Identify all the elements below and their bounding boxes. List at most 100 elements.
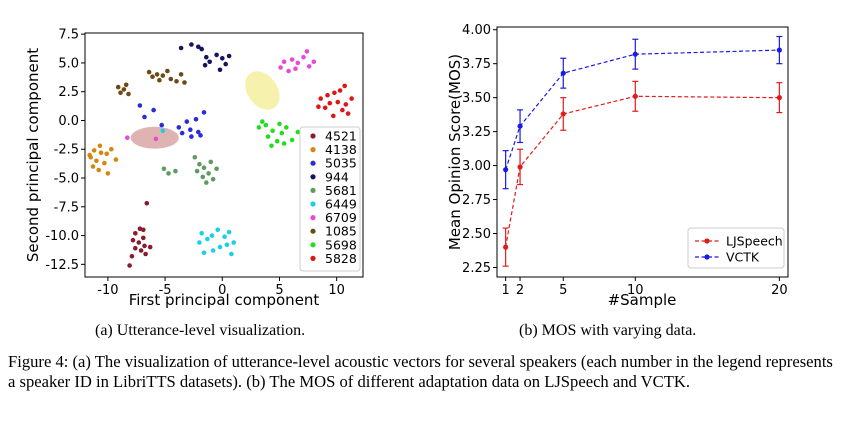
scatter-x-tick-label: 0 (218, 283, 226, 298)
scatter-point-4138-10 (113, 157, 119, 162)
line-legend-marker-VCTK (704, 254, 710, 260)
scatter-x-tick-label: -10 (97, 283, 118, 298)
scatter-point-5828-3 (337, 88, 343, 93)
scatter-point-1085-13 (150, 74, 155, 79)
scatter-point-5681-1 (166, 171, 171, 176)
scatter-point-4521-0 (133, 231, 138, 236)
scatter-y-tick-label: -7.5 (54, 200, 79, 215)
scatter-point-6449-7 (224, 242, 230, 248)
scatter-point-4138-7 (90, 164, 96, 169)
scatter-legend-label-4138: 4138 (325, 142, 357, 157)
scatter-point-944-10 (217, 67, 223, 73)
scatter-legend-marker-4521 (310, 133, 316, 139)
scatter-point-6709-11 (125, 135, 130, 140)
line-point-LJSpeech-10 (632, 93, 638, 99)
scatter-legend-marker-6449 (310, 201, 316, 207)
scatter-point-6709-3 (301, 54, 306, 60)
scatter-point-5698-5 (265, 134, 271, 139)
scatter-point-5828-9 (322, 105, 328, 111)
scatter-point-5828-2 (332, 90, 337, 96)
line-series-VCTK (505, 49, 780, 170)
scatter-point-5698-11 (279, 130, 285, 136)
line-point-VCTK-10 (632, 51, 638, 57)
scatter-point-6449-4 (222, 234, 227, 239)
line-x-axis-label: #Sample (608, 291, 677, 309)
scatter-point-4138-4 (109, 146, 114, 152)
scatter-point-4138-3 (104, 151, 109, 157)
scatter-x-tick-label: -5 (159, 283, 172, 298)
scatter-legend-marker-6709 (310, 215, 316, 221)
line-y-tick-label: 3.75 (462, 57, 491, 72)
scatter-legend-label-5698: 5698 (325, 237, 357, 252)
scatter-point-944-2 (196, 44, 201, 50)
scatter-point-6709-0 (281, 59, 287, 65)
scatter-point-1085-4 (146, 69, 152, 75)
scatter-point-5681-10 (194, 168, 200, 174)
scatter-x-tick-label: 10 (328, 283, 345, 298)
scatter-point-5828-6 (335, 99, 341, 105)
scatter-point-4521-3 (130, 237, 136, 243)
scatter-y-tick-label: 0.0 (58, 114, 79, 129)
scatter-point-4138-0 (91, 148, 97, 153)
scatter-point-1085-8 (168, 76, 174, 82)
scatter-point-4138-9 (105, 171, 111, 176)
scatter-point-5698-7 (281, 141, 287, 146)
scatter-point-1085-3 (126, 91, 131, 97)
scatter-point-6449-13 (160, 128, 166, 134)
scatter-legend-marker-944 (310, 174, 316, 180)
scatter-point-6449-10 (201, 250, 207, 256)
scatter-point-1085-5 (154, 72, 160, 77)
scatter-point-4521-8 (143, 251, 148, 257)
scatter-y-tick-label: -2.5 (54, 143, 79, 158)
scatter-point-5681-6 (206, 171, 211, 176)
line-point-VCTK-1 (503, 167, 509, 173)
scatter-point-6709-2 (295, 60, 301, 66)
scatter-point-4138-11 (88, 155, 93, 160)
scatter-point-5681-11 (214, 166, 219, 172)
scatter-point-5698-2 (270, 128, 275, 134)
scatter-point-6709-1 (289, 57, 295, 62)
scatter-point-5698-1 (263, 122, 269, 128)
line-point-VCTK-2 (517, 123, 523, 129)
scatter-point-1085-12 (178, 72, 184, 77)
scatter-legend-label-4521: 4521 (325, 129, 357, 144)
scatter-point-1085-10 (174, 79, 179, 84)
scatter-x-axis-label: First principal component (129, 291, 320, 309)
line-y-tick-label: 2.25 (462, 261, 491, 276)
scatter-point-944-7 (220, 56, 225, 61)
scatter-point-4138-6 (102, 160, 107, 166)
scatter-point-6709-8 (311, 59, 317, 65)
scatter-point-6449-12 (229, 251, 234, 257)
scatter-point-5035-6 (184, 119, 190, 124)
scatter-point-5698-10 (269, 143, 274, 149)
line-legend-label-LJSpeech: LJSpeech (726, 234, 783, 249)
scatter-point-4138-12 (97, 143, 103, 149)
scatter-legend-marker-5828 (310, 255, 316, 261)
scatter-point-5035-12 (188, 127, 193, 132)
scatter-point-1085-9 (157, 77, 162, 83)
scatter-point-944-0 (178, 45, 184, 51)
scatter-point-944-1 (189, 42, 194, 47)
scatter-point-5828-13 (316, 104, 321, 109)
scatter-point-5828-11 (345, 111, 351, 116)
scatter-legend-label-5681: 5681 (325, 183, 357, 198)
scatter-legend-marker-4138 (310, 147, 316, 153)
scatter-point-6449-1 (205, 236, 210, 242)
scatter-point-6709-4 (304, 49, 310, 54)
scatter-point-1085-11 (182, 80, 187, 85)
scatter-point-5035-11 (198, 133, 203, 138)
line-series-LJSpeech (505, 95, 780, 248)
scatter-point-4138-5 (94, 158, 99, 164)
line-y-tick-label: 4.00 (462, 23, 491, 38)
line-x-tick-label: 10 (627, 283, 644, 298)
scatter-point-5828-4 (342, 83, 348, 89)
scatter-legend-marker-5681 (310, 187, 316, 193)
scatter-point-6449-5 (226, 229, 232, 235)
scatter-point-944-11 (202, 62, 208, 68)
scatter-legend-marker-5698 (310, 242, 316, 248)
scatter-point-944-4 (204, 54, 209, 60)
scatter-point-4521-7 (138, 248, 144, 253)
scatter-point-5035-0 (137, 103, 143, 108)
